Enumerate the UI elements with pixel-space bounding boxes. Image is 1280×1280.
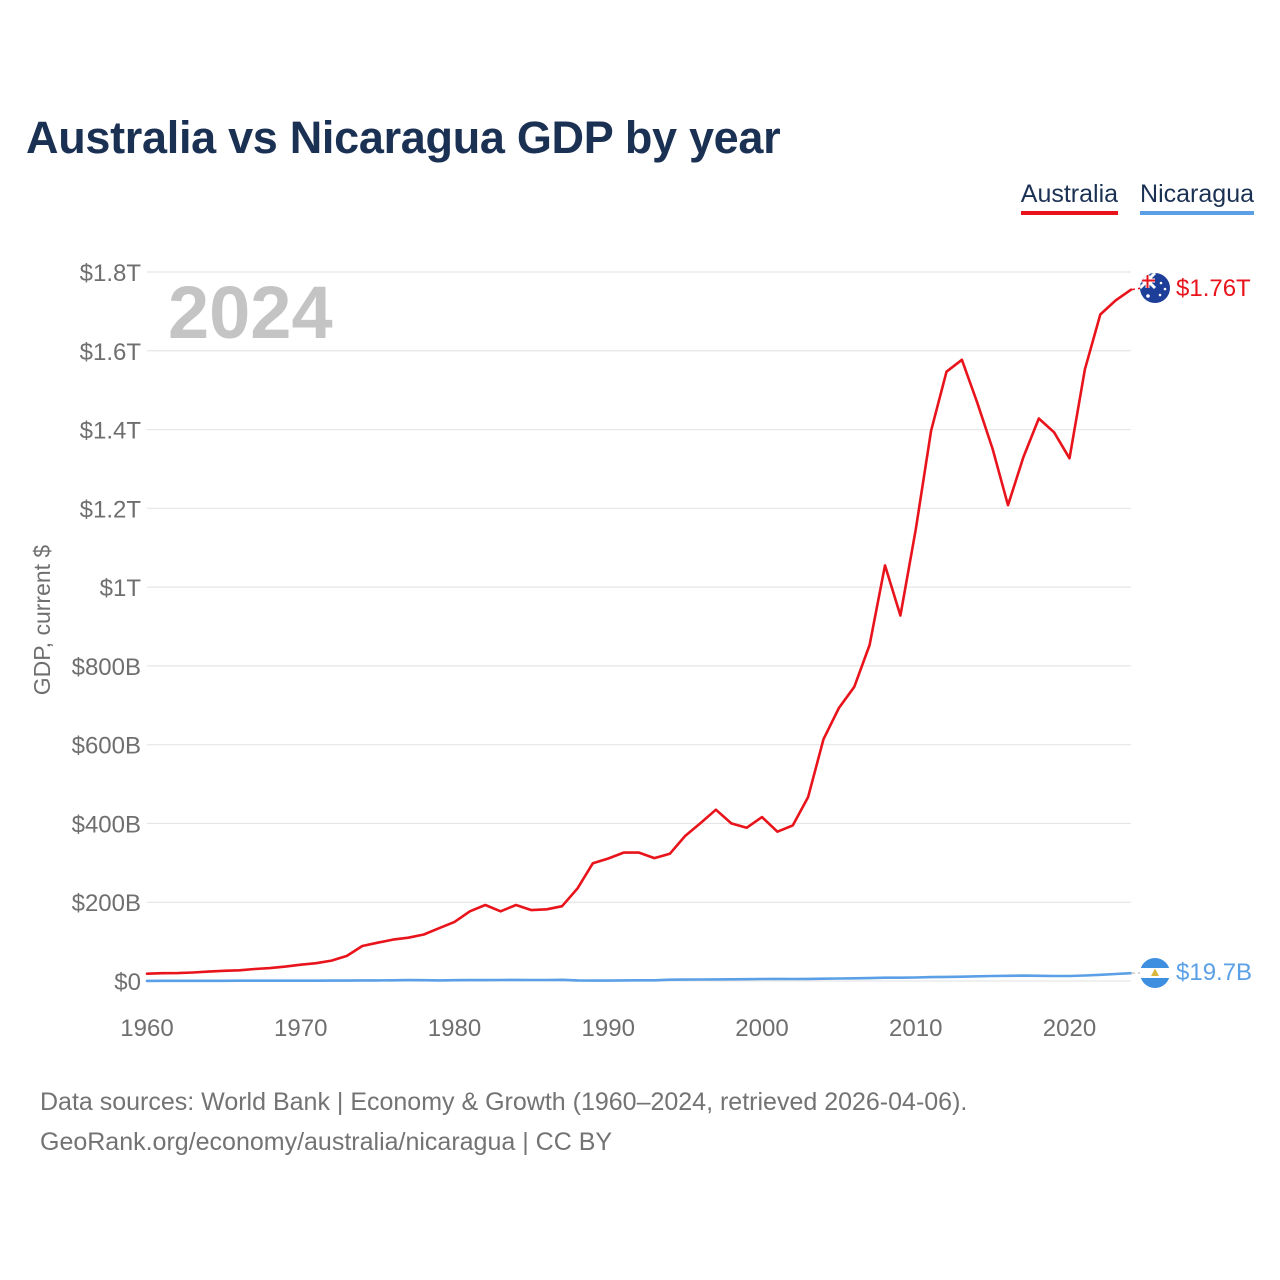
y-tick-label: $1T [100, 575, 142, 602]
x-tick-label: 1980 [428, 1015, 481, 1042]
x-tick-label: 1990 [582, 1015, 635, 1042]
x-tick-label: 1960 [120, 1015, 173, 1042]
x-tick-label: 2000 [735, 1015, 788, 1042]
y-tick-label: $800B [72, 654, 141, 681]
flag-nicaragua-icon [1140, 958, 1170, 988]
y-tick-label: $1.4T [80, 418, 142, 445]
x-tick-label: 2010 [889, 1015, 942, 1042]
series-line-australia[interactable] [145, 288, 1133, 976]
credit-link[interactable]: GeoRank.org/economy/australia/nicaragua … [40, 1128, 613, 1156]
y-tick-label: $1.6T [80, 339, 142, 366]
footer: Data sources: World Bank | Economy & Gro… [40, 1082, 967, 1162]
year-watermark: 2024 [168, 271, 333, 354]
y-axis-title: GDP, current $ [29, 545, 55, 696]
legend: Australia Nicaragua [1020, 180, 1254, 215]
x-tick-label: 2020 [1043, 1015, 1096, 1042]
x-tick-label: 1970 [274, 1015, 327, 1042]
end-label-nicaragua: $19.7B [1176, 959, 1252, 986]
source-note: Data sources: World Bank | Economy & Gro… [40, 1088, 968, 1116]
y-tick-label: $0 [114, 969, 141, 996]
chart-title: Australia vs Nicaragua GDP by year [26, 112, 781, 163]
y-tick-label: $1.8T [80, 260, 142, 287]
y-tick-label: $1.2T [80, 496, 142, 523]
end-label-australia: $1.76T [1176, 275, 1251, 302]
legend-item-nicaragua[interactable]: Nicaragua [1140, 180, 1254, 215]
series-line-nicaragua[interactable] [145, 971, 1133, 983]
gdp-line-chart: $0 $200B $400B $600B $800B $1T $1.2T $1.4T $1.6T… [29, 260, 1252, 1042]
y-tick-label: $400B [72, 811, 141, 838]
legend-item-australia[interactable]: Australia [1020, 180, 1119, 215]
flag-australia-icon [1140, 273, 1170, 303]
y-tick-label: $200B [72, 890, 141, 917]
y-tick-label: $600B [72, 733, 141, 760]
